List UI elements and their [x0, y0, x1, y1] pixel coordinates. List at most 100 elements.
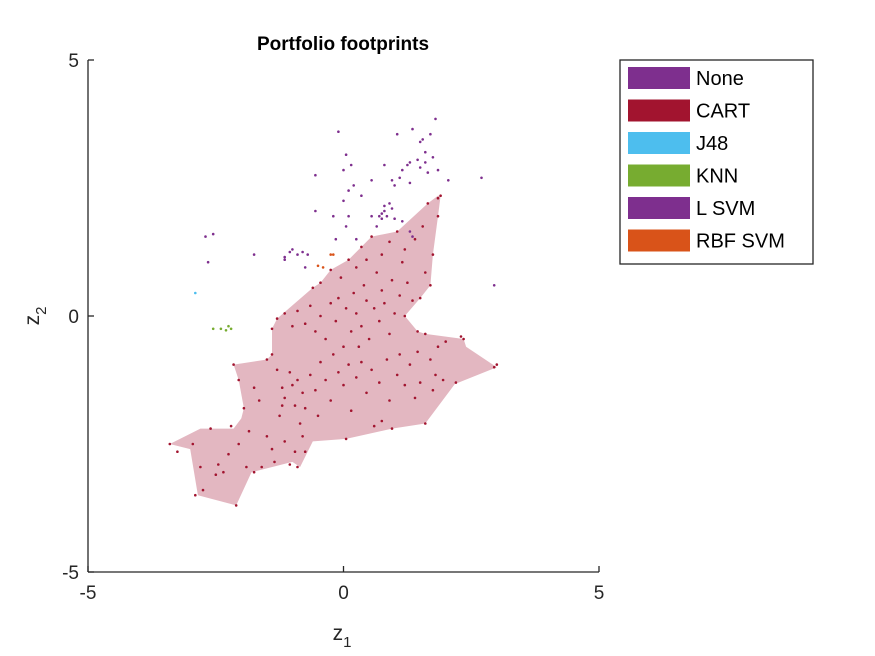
- point-none: [447, 179, 450, 182]
- point-rbf-svm: [321, 266, 325, 269]
- point-cart: [347, 363, 350, 366]
- point-cart: [301, 391, 304, 395]
- point-cart: [360, 324, 363, 328]
- point-cart: [441, 378, 445, 382]
- point-cart: [424, 271, 427, 274]
- point-cart: [342, 345, 345, 349]
- point-none: [436, 168, 440, 172]
- point-none: [355, 237, 358, 241]
- point-cart: [283, 440, 287, 443]
- y-tick-label: -5: [62, 563, 79, 584]
- point-cart: [436, 196, 440, 200]
- point-none: [370, 179, 373, 182]
- point-cart: [199, 465, 202, 469]
- point-cart: [229, 424, 233, 428]
- point-none: [288, 250, 292, 254]
- point-none: [395, 132, 399, 136]
- point-cart: [459, 335, 463, 338]
- point-rbf-svm: [316, 264, 320, 268]
- point-none: [375, 225, 379, 228]
- point-none: [380, 217, 384, 220]
- point-cart: [401, 260, 404, 264]
- y-axis-title-subscript: 2: [33, 307, 50, 315]
- point-none: [344, 225, 348, 228]
- point-none: [408, 161, 412, 164]
- point-cart: [329, 399, 333, 402]
- point-cart: [375, 271, 379, 274]
- point-cart: [355, 376, 358, 379]
- point-cart: [406, 281, 409, 285]
- point-cart: [319, 360, 322, 364]
- point-cart: [260, 465, 264, 469]
- point-cart: [431, 388, 435, 392]
- x-axis-title-subscript: 1: [343, 634, 351, 651]
- point-cart: [265, 358, 269, 361]
- point-cart: [372, 424, 376, 428]
- point-cart: [424, 332, 427, 336]
- point-none: [411, 127, 414, 131]
- point-cart: [303, 406, 307, 410]
- point-cart: [403, 248, 407, 251]
- point-none: [332, 214, 335, 218]
- legend: None CART J48 KNN L SVM RBF SVM: [619, 59, 814, 265]
- point-cart: [288, 371, 292, 374]
- point-cart: [293, 450, 297, 454]
- point-cart: [201, 488, 205, 492]
- point-cart: [252, 386, 256, 390]
- x-tick-label: 5: [594, 583, 605, 604]
- point-cart: [349, 330, 353, 333]
- point-cart: [393, 312, 396, 315]
- point-none: [296, 253, 299, 256]
- point-cart: [314, 330, 317, 333]
- point-cart: [280, 386, 284, 390]
- point-cart: [429, 284, 432, 287]
- point-cart: [334, 319, 338, 323]
- legend-label-cart: CART: [696, 101, 750, 123]
- point-none: [347, 189, 350, 192]
- point-none: [393, 217, 396, 220]
- point-knn: [211, 327, 215, 331]
- footprint-layer: [169, 195, 497, 506]
- point-none: [418, 140, 422, 144]
- point-cart: [408, 363, 412, 366]
- point-cart: [329, 268, 333, 272]
- point-cart: [462, 337, 465, 341]
- legend-swatch-cart: [628, 99, 690, 122]
- x-axis-title: z1: [333, 622, 352, 651]
- point-cart: [360, 360, 363, 364]
- point-cart: [309, 373, 312, 377]
- point-cart: [385, 358, 389, 361]
- point-cart: [316, 414, 320, 418]
- point-cart: [378, 381, 381, 384]
- point-none: [424, 161, 427, 164]
- point-none: [401, 168, 404, 172]
- point-cart: [288, 463, 292, 466]
- point-cart: [339, 276, 343, 279]
- point-cart: [270, 327, 274, 331]
- point-cart: [303, 450, 307, 454]
- point-cart: [365, 391, 368, 395]
- legend-swatch-l-svm: [628, 197, 690, 219]
- point-cart: [293, 404, 297, 407]
- point-cart: [416, 350, 419, 354]
- point-none: [211, 232, 215, 236]
- point-none: [492, 284, 496, 287]
- point-none: [411, 235, 414, 238]
- point-cart: [237, 378, 240, 382]
- point-none: [378, 214, 381, 218]
- point-cart: [270, 353, 274, 356]
- point-none: [424, 150, 427, 154]
- legend-swatch-j48: [628, 132, 690, 154]
- point-none: [383, 209, 386, 213]
- point-cart: [416, 330, 419, 333]
- point-cart: [424, 422, 427, 425]
- point-cart: [436, 214, 440, 218]
- point-cart: [360, 245, 363, 249]
- point-none: [306, 253, 310, 256]
- point-none: [480, 176, 483, 180]
- point-cart: [421, 225, 425, 228]
- point-cart: [314, 388, 317, 392]
- point-cart: [298, 422, 302, 425]
- point-cart: [319, 281, 322, 285]
- point-none: [421, 138, 425, 141]
